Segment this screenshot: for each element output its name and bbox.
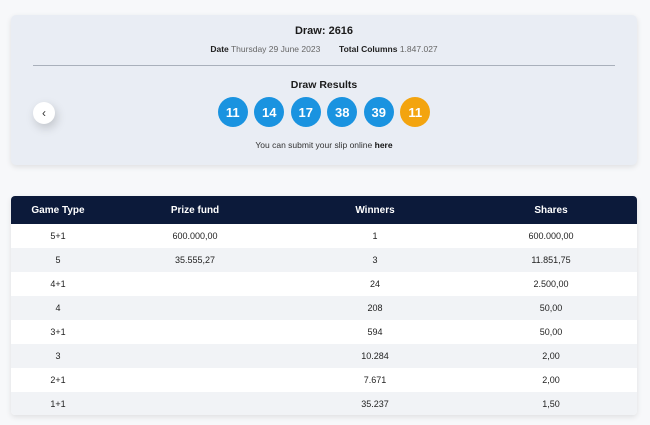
cell-shares: 50,00	[539, 327, 563, 337]
cell-game-type: 5	[55, 255, 61, 265]
cell-winners: 594	[367, 327, 383, 337]
cell-winners: 24	[369, 279, 380, 289]
header-prize-fund: Prize fund	[170, 204, 220, 216]
cell-prize-fund	[105, 272, 285, 296]
draw-results-title: Draw Results	[290, 79, 358, 91]
divider	[33, 65, 615, 66]
chevron-left-icon: ‹	[42, 106, 46, 120]
table-row: 3+1 594 50,00	[11, 320, 637, 344]
result-ball: 11	[217, 97, 248, 127]
table-row: 2+1 7.671 2,00	[11, 368, 637, 392]
cell-game-type: 5+1	[50, 231, 66, 241]
table-row: 5+1 600.000,00 1 600.000,00	[11, 224, 637, 248]
total-columns-value: 1.847.027	[399, 44, 438, 54]
cell-shares: 50,00	[539, 303, 563, 313]
date-value: Thursday 29 June 2023	[230, 44, 321, 54]
cell-shares: 2,00	[542, 375, 560, 385]
result-ball: 14	[254, 97, 285, 127]
cell-winners: 208	[367, 303, 383, 313]
draw-card: Draw: 2616 Date Thursday 29 June 2023 To…	[11, 15, 637, 165]
result-ball: 39	[363, 97, 394, 127]
table-row: 1+1 35.237 1,50	[11, 392, 637, 415]
table-row: 3 10.284 2,00	[11, 344, 637, 368]
result-ball: 17	[290, 97, 321, 127]
cell-game-type: 3	[55, 351, 61, 361]
cell-winners: 10.284	[361, 351, 389, 361]
date-label: Date	[210, 44, 229, 54]
submit-slip-link[interactable]: here	[374, 140, 393, 150]
cell-game-type: 4	[55, 303, 61, 313]
table-row: 4 208 50,00	[11, 296, 637, 320]
cell-shares: 1,50	[542, 399, 560, 409]
table-row: 5 35.555,27 3 11.851,75	[11, 248, 637, 272]
draw-title: Draw: 2616	[294, 25, 354, 37]
header-game-type: Game Type	[31, 204, 85, 216]
draw-meta: Date Thursday 29 June 2023 Total Columns…	[11, 44, 637, 54]
cell-winners: 7.671	[363, 375, 387, 385]
submit-slip-text: You can submit your slip online here	[11, 140, 637, 150]
cell-prize-fund	[105, 368, 285, 392]
table-row: 4+1 24 2.500,00	[11, 272, 637, 296]
result-balls: 11 14 17 38 39 11	[11, 97, 637, 127]
cell-prize-fund	[105, 344, 285, 368]
submit-slip-label: You can submit your slip online	[255, 140, 373, 150]
cell-shares: 600.000,00	[528, 231, 574, 241]
cell-prize-fund: 35.555,27	[174, 255, 216, 265]
cell-game-type: 1+1	[50, 399, 66, 409]
result-ball: 38	[327, 97, 358, 127]
cell-winners: 1	[372, 231, 378, 241]
cell-shares: 11.851,75	[531, 255, 571, 265]
cell-shares: 2.500,00	[533, 279, 569, 289]
cell-prize-fund	[105, 392, 285, 415]
total-columns-label: Total Columns	[339, 44, 398, 54]
prize-table: Game Type Prize fund Winners Shares 5+1 …	[11, 196, 637, 415]
cell-prize-fund	[105, 320, 285, 344]
header-winners: Winners	[355, 204, 395, 216]
cell-game-type: 2+1	[50, 375, 66, 385]
cell-game-type: 3+1	[50, 327, 66, 337]
header-shares: Shares	[534, 204, 568, 216]
cell-game-type: 4+1	[50, 279, 66, 289]
table-header-row: Game Type Prize fund Winners Shares	[11, 196, 637, 224]
cell-winners: 3	[372, 255, 378, 265]
cell-prize-fund	[105, 296, 285, 320]
cell-prize-fund: 600.000,00	[172, 231, 218, 241]
previous-draw-button[interactable]: ‹	[33, 102, 55, 124]
cell-shares: 2,00	[542, 351, 560, 361]
cell-winners: 35.237	[361, 399, 389, 409]
bonus-ball: 11	[400, 97, 431, 127]
